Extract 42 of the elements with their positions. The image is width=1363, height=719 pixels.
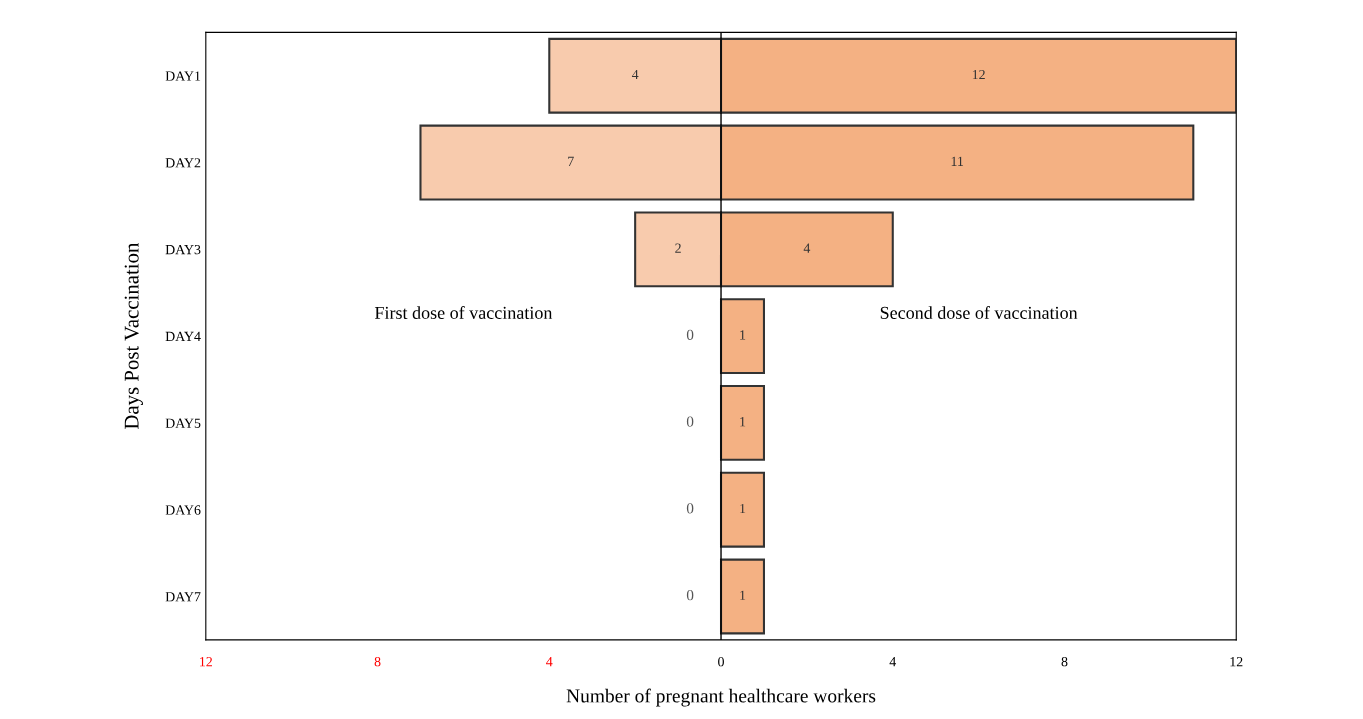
y-tick-label: DAY1 [165,71,201,81]
data-label: 7 [568,156,574,166]
bar [719,558,765,635]
annotation: Second dose of vaccination [880,306,1078,319]
data-label: 4 [803,243,811,253]
x-tick-label: 4 [889,657,897,667]
x-tick-label: 12 [1230,657,1243,667]
x-tick-label: 8 [1061,656,1068,667]
data-label: 11 [951,156,964,166]
data-label: 2 [675,243,681,253]
y-axis-title: Days Post Vaccination [124,242,143,430]
annotation: First dose of vaccination [374,306,553,319]
data-label: 1 [740,417,746,427]
x-axis-title: Number of pregnant healthcare workers [566,688,876,707]
y-tick-label: DAY2 [165,158,201,168]
data-label: 12 [972,69,985,80]
data-label: 1 [740,503,746,514]
bar [719,124,1195,201]
y-tick-label: DAY5 [165,418,201,428]
y-tick-label: DAY3 [165,244,201,255]
data-label: 1 [740,590,746,600]
bar [719,37,1237,114]
bar [719,211,894,288]
data-label: 0 [686,590,694,601]
data-label: 0 [686,329,694,340]
y-tick-label: DAY4 [165,331,201,341]
bar [419,124,723,201]
y-tick-label: DAY7 [165,592,201,602]
x-tick-label: 8 [374,656,381,667]
data-label: 0 [686,503,694,514]
data-label: 1 [740,330,746,340]
bar [719,298,765,375]
data-label: 4 [631,69,639,80]
data-label: 0 [686,416,694,427]
bar [548,37,723,114]
y-tick-label: DAY6 [165,505,201,515]
x-tick-label: 12 [200,657,212,667]
x-tick-label: 4 [546,657,553,667]
bar [719,471,765,548]
bar [634,211,723,288]
x-tick-label: 0 [718,656,724,667]
bar [719,385,765,461]
